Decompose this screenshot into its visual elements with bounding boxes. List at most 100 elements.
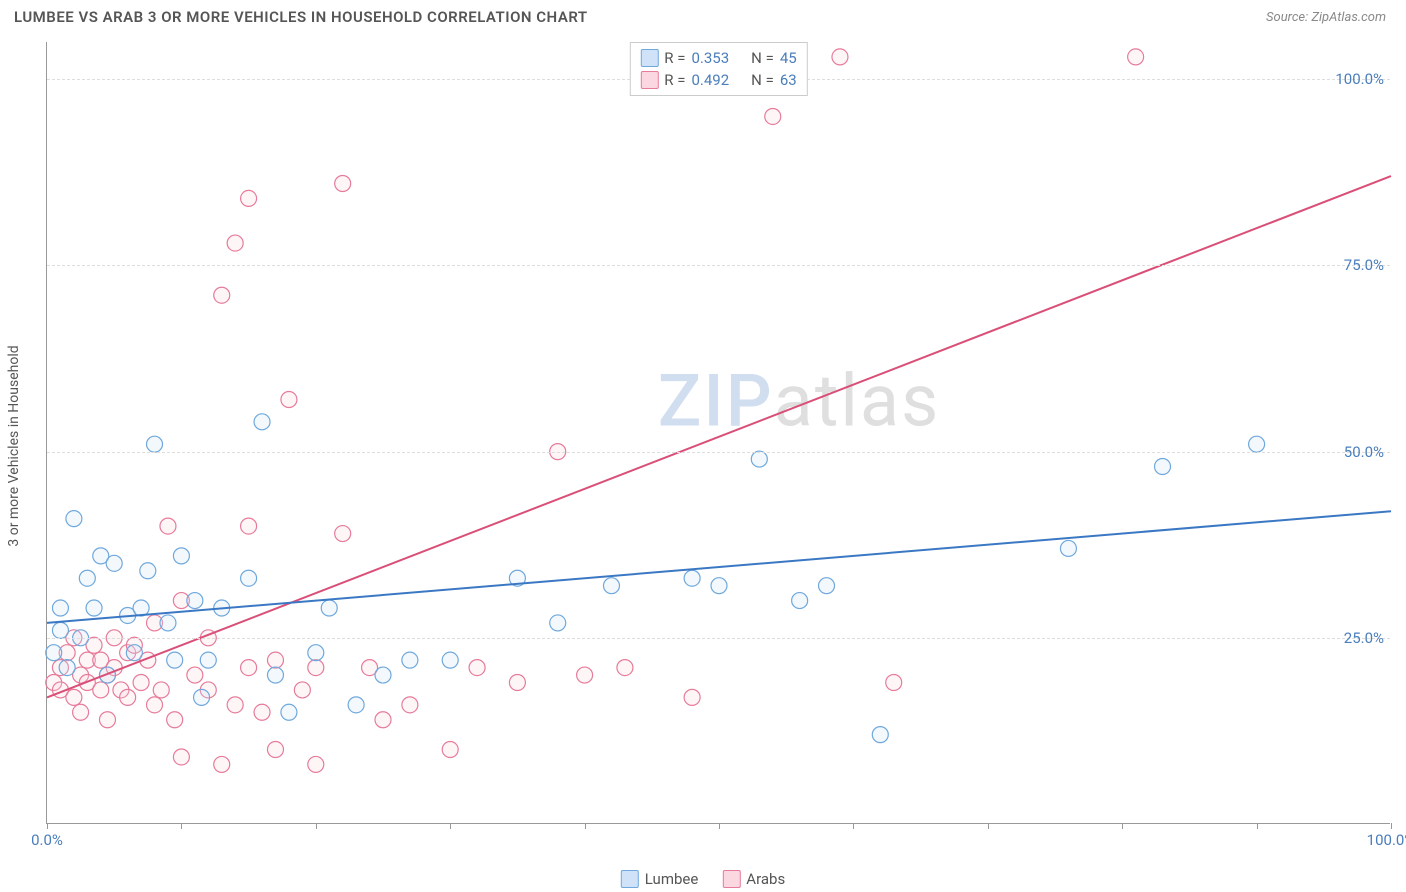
lumbee-point <box>187 593 203 609</box>
n-label: N = <box>751 49 774 67</box>
x-tick <box>181 823 182 829</box>
lumbee-point <box>46 645 62 661</box>
lumbee-point <box>59 660 75 676</box>
arabs-point <box>66 689 82 705</box>
arabs-point <box>167 712 183 728</box>
legend-item: Lumbee <box>621 870 699 888</box>
lumbee-point <box>792 593 808 609</box>
lumbee-point <box>1249 436 1265 452</box>
arabs-point <box>1128 49 1144 65</box>
lumbee-point <box>603 578 619 594</box>
arabs-point <box>120 689 136 705</box>
lumbee-point <box>126 645 142 661</box>
arabs-point <box>214 287 230 303</box>
x-tick-label: 100.0% <box>1367 831 1406 849</box>
gridline <box>47 452 1390 453</box>
x-tick <box>450 823 451 829</box>
lumbee-point <box>254 414 270 430</box>
correlation-legend: R =0.353N =45R =0.492N =63 <box>629 42 807 96</box>
arabs-point <box>153 682 169 698</box>
arabs-point <box>267 652 283 668</box>
lumbee-point <box>872 727 888 743</box>
arabs-point <box>227 697 243 713</box>
lumbee-point <box>52 622 68 638</box>
y-axis-label: 3 or more Vehicles in Household <box>6 345 22 546</box>
legend-swatch <box>640 49 658 67</box>
legend-swatch <box>640 71 658 89</box>
chart-title: LUMBEE VS ARAB 3 OR MORE VEHICLES IN HOU… <box>14 8 588 26</box>
arabs-point <box>335 176 351 192</box>
arabs-point <box>509 674 525 690</box>
lumbee-point <box>402 652 418 668</box>
arabs-point <box>241 518 257 534</box>
arabs-point <box>375 712 391 728</box>
lumbee-point <box>86 600 102 616</box>
arabs-trendline <box>47 176 1391 697</box>
lumbee-point <box>1060 540 1076 556</box>
arabs-point <box>99 712 115 728</box>
r-value: 0.353 <box>691 49 729 67</box>
n-value: 63 <box>780 71 797 89</box>
lumbee-point <box>173 548 189 564</box>
arabs-point <box>832 49 848 65</box>
chart-header: LUMBEE VS ARAB 3 OR MORE VEHICLES IN HOU… <box>0 0 1406 32</box>
source-label: Source: <box>1266 10 1311 25</box>
arabs-point <box>93 682 109 698</box>
lumbee-point <box>52 600 68 616</box>
lumbee-point <box>267 667 283 683</box>
y-tick-label: 75.0% <box>1344 256 1384 274</box>
legend-label: Lumbee <box>645 870 699 888</box>
arabs-point <box>469 660 485 676</box>
x-tick-label: 0.0% <box>31 831 63 849</box>
arabs-point <box>254 704 270 720</box>
x-tick <box>1391 823 1392 829</box>
source-attribution: Source: ZipAtlas.com <box>1266 10 1386 25</box>
x-tick <box>988 823 989 829</box>
lumbee-point <box>375 667 391 683</box>
arabs-point <box>335 526 351 542</box>
y-tick-label: 50.0% <box>1344 443 1384 461</box>
lumbee-point <box>106 555 122 571</box>
lumbee-point <box>308 645 324 661</box>
arabs-point <box>684 689 700 705</box>
gridline <box>47 638 1390 639</box>
legend-item: Arabs <box>722 870 785 888</box>
r-value: 0.492 <box>691 71 729 89</box>
lumbee-point <box>1155 459 1171 475</box>
source-name: ZipAtlas.com <box>1311 10 1386 25</box>
x-tick <box>47 823 48 829</box>
y-tick-label: 100.0% <box>1335 70 1384 88</box>
chart-plot-area: R =0.353N =45R =0.492N =63 ZIPatlas 25.0… <box>46 42 1390 824</box>
arabs-point <box>577 667 593 683</box>
x-tick <box>316 823 317 829</box>
lumbee-point <box>194 689 210 705</box>
x-tick <box>719 823 720 829</box>
arabs-point <box>173 749 189 765</box>
n-label: N = <box>751 71 774 89</box>
lumbee-point <box>66 511 82 527</box>
lumbee-point <box>200 652 216 668</box>
lumbee-point <box>321 600 337 616</box>
arabs-point <box>765 108 781 124</box>
arabs-point <box>402 697 418 713</box>
arabs-point <box>281 391 297 407</box>
x-tick <box>853 823 854 829</box>
x-tick <box>1257 823 1258 829</box>
gridline <box>47 265 1390 266</box>
arabs-point <box>442 742 458 758</box>
arabs-point <box>133 674 149 690</box>
lumbee-point <box>684 570 700 586</box>
arabs-point <box>308 756 324 772</box>
lumbee-point <box>160 615 176 631</box>
lumbee-point <box>147 436 163 452</box>
y-tick-label: 25.0% <box>1344 629 1384 647</box>
arabs-point <box>241 660 257 676</box>
lumbee-point <box>281 704 297 720</box>
lumbee-point <box>550 615 566 631</box>
legend-label: Arabs <box>746 870 785 888</box>
lumbee-point <box>79 570 95 586</box>
r-label: R = <box>664 49 685 67</box>
lumbee-point <box>140 563 156 579</box>
arabs-point <box>308 660 324 676</box>
lumbee-point <box>442 652 458 668</box>
